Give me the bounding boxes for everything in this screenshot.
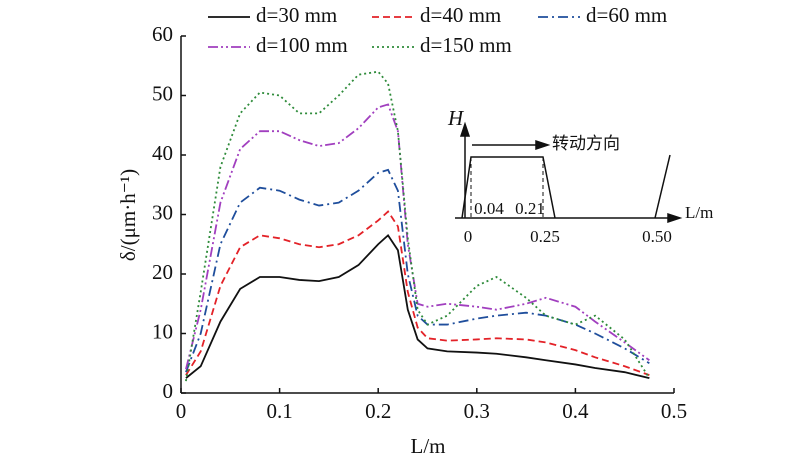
inset-arrow	[535, 139, 551, 151]
y-tick-label: 50	[152, 81, 173, 105]
inset-arrow	[459, 121, 471, 137]
x-tick-label: 0.5	[661, 399, 687, 423]
series-line	[185, 103, 650, 370]
inset-profile	[461, 156, 556, 219]
y-tick-label: 60	[152, 22, 173, 46]
inset-mark: 0.21	[515, 199, 545, 218]
x-tick-label: 0.4	[562, 399, 589, 423]
y-axis-label: δ/(μm·h⁻¹)	[116, 169, 140, 261]
x-tick-label: 0.3	[464, 399, 490, 423]
x-tick-label: 0.2	[365, 399, 391, 423]
legend-label: d=40 mm	[420, 3, 501, 27]
inset-direction: 转动方向	[552, 134, 620, 153]
y-tick-label: 0	[163, 379, 174, 403]
legend-label: d=30 mm	[256, 3, 337, 27]
y-tick-label: 20	[152, 260, 173, 284]
inset-y-label: H	[447, 106, 465, 130]
inset-x-label: L/m	[685, 203, 713, 222]
inset-tick: 0.50	[642, 227, 672, 246]
series-line	[185, 70, 651, 382]
inset	[455, 121, 683, 224]
legend-label: d=60 mm	[586, 3, 667, 27]
y-tick-label: 10	[152, 319, 173, 343]
legend-label: d=100 mm	[256, 33, 348, 57]
x-tick-label: 0.1	[266, 399, 292, 423]
x-tick-label: 0	[176, 399, 187, 423]
inset-tick: 0.25	[530, 227, 560, 246]
series-line	[185, 210, 650, 376]
inset-arrow	[667, 212, 683, 224]
inset-mark: 0.04	[474, 199, 504, 218]
y-tick-label: 40	[152, 141, 173, 165]
y-tick-label: 30	[152, 200, 173, 224]
x-axis-label: L/m	[411, 434, 446, 458]
series-line	[185, 168, 650, 373]
inset-tick: 0	[464, 227, 473, 246]
legend-label: d=150 mm	[420, 33, 512, 57]
series-line	[185, 233, 650, 379]
inset-profile	[654, 154, 671, 219]
